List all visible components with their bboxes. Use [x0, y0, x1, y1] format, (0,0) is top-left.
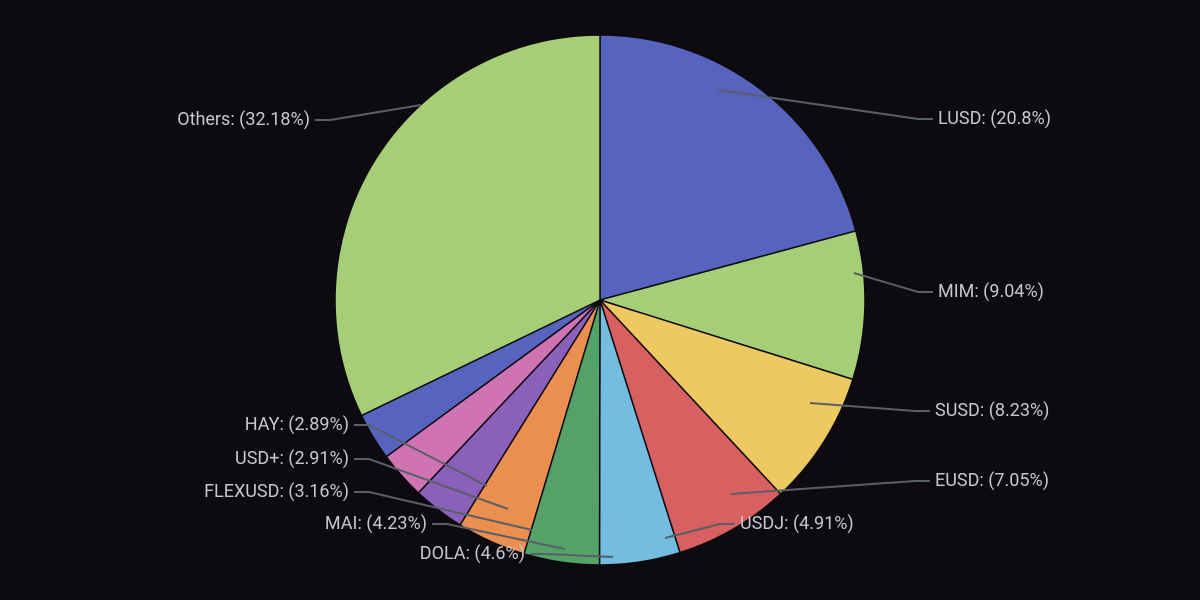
pie-chart-container: LUSD: (20.8%) MIM: (9.04%) SUSD: (8.23%) EU… [0, 0, 1200, 600]
slice-label-flexusd: FLEXUSD: (3.16%) [204, 481, 349, 502]
slice-label-name: Others [177, 109, 230, 130]
slice-label-separator: : [980, 400, 989, 421]
slice-label-name: EUSD [935, 470, 979, 491]
slice-label-value: 2.91 [294, 448, 329, 469]
slice-label-eusd: EUSD: (7.05%) [935, 470, 1049, 491]
slice-label-name: MAI [325, 513, 358, 534]
slice-label-separator: : [279, 481, 288, 502]
slice-label-value: 7.05 [994, 470, 1029, 491]
slice-label-name: MIM [938, 281, 974, 302]
slice-label-separator: : [357, 513, 366, 534]
slice-label-value: 4.6 [481, 543, 506, 564]
slice-label-others: Others: (32.18%) [177, 109, 310, 130]
slice-label-value: 2.89 [294, 414, 329, 435]
slice-label-name: SUSD [935, 400, 980, 421]
slice-label-hay: HAY: (2.89%) [245, 414, 349, 435]
slice-label-name: LUSD [938, 108, 981, 129]
slice-label-value: 9.04 [989, 281, 1024, 302]
slice-label-dola: DOLA: (4.6%) [420, 543, 525, 564]
slice-label-separator: : [279, 448, 288, 469]
slice-label-usdj: USDJ: (4.91%) [740, 513, 854, 534]
slice-label-separator: : [981, 108, 990, 129]
slice-label-name: DOLA [420, 543, 466, 564]
slice-label-value: 3.16 [294, 481, 329, 502]
slice-label-name: FLEXUSD [204, 481, 279, 502]
slice-label-separator: : [230, 109, 239, 130]
slice-label-value: 8.23 [995, 400, 1030, 421]
slice-label-name: USDJ [740, 513, 784, 534]
slice-label-value: 4.23 [372, 513, 407, 534]
slice-label-separator: : [279, 414, 288, 435]
slice-label-separator: : [784, 513, 793, 534]
slice-label-mim: MIM: (9.04%) [938, 281, 1044, 302]
slice-label-name: HAY [245, 414, 280, 435]
slice-label-susd: SUSD: (8.23%) [935, 400, 1049, 421]
slice-label-separator: : [466, 543, 475, 564]
slice-label-lusd: LUSD: (20.8%) [938, 108, 1051, 129]
slice-label-separator: : [979, 470, 988, 491]
slice-label-name: USD+ [235, 448, 279, 469]
slice-label-usdplus: USD+: (2.91%) [235, 448, 349, 469]
slice-label-value: 20.8 [996, 108, 1031, 129]
slice-label-mai: MAI: (4.23%) [325, 513, 427, 534]
slice-label-value: 4.91 [799, 513, 834, 534]
slice-label-value: 32.18 [245, 109, 290, 130]
slice-label-separator: : [974, 281, 983, 302]
